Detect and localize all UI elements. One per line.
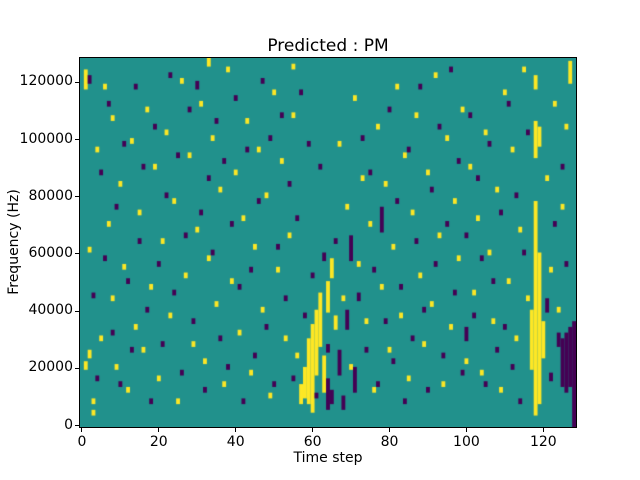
x-tick-label: 60 [303, 434, 322, 450]
x-tick-label: 120 [529, 434, 557, 450]
x-tick-label: 100 [453, 434, 480, 450]
y-tick-label: 80000 [28, 187, 73, 204]
x-tick-mark [389, 428, 391, 432]
x-tick-label: 20 [149, 434, 168, 450]
heatmap-canvas [79, 57, 577, 428]
y-tick-mark [75, 253, 79, 255]
y-tick-label: 100000 [19, 130, 73, 147]
y-tick-label: 120000 [19, 73, 73, 90]
x-tick-mark [465, 428, 467, 432]
x-tick-label: 0 [77, 434, 87, 450]
y-tick-mark [75, 196, 79, 198]
x-tick-mark [158, 428, 160, 432]
y-axis-label: Frequency (Hz) [6, 189, 22, 295]
x-tick-label: 40 [226, 434, 245, 450]
x-tick-mark [81, 428, 83, 432]
y-tick-mark [75, 139, 79, 141]
y-tick-label: 60000 [28, 244, 73, 261]
y-tick-label: 20000 [28, 359, 73, 376]
y-tick-mark [75, 81, 79, 83]
x-tick-label: 80 [380, 434, 399, 450]
y-tick-label: 40000 [28, 302, 73, 319]
y-tick-mark [75, 310, 79, 312]
chart-title: Predicted : PM [267, 36, 389, 56]
x-tick-mark [542, 428, 544, 432]
y-tick-mark [75, 367, 79, 369]
y-tick-label: 0 [64, 416, 73, 433]
x-axis-label: Time step [293, 450, 363, 466]
x-tick-mark [312, 428, 314, 432]
x-tick-mark [235, 428, 237, 432]
y-tick-mark [75, 425, 79, 427]
